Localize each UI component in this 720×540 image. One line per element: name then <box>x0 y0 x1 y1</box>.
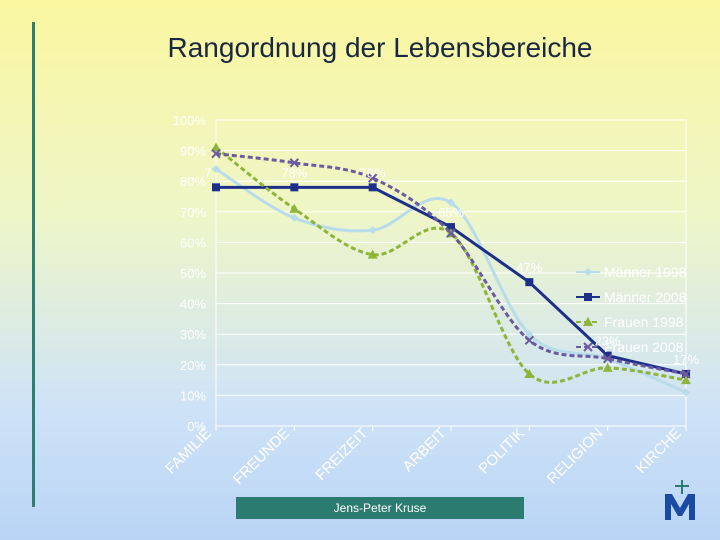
data-point <box>603 351 612 360</box>
y-tick-label: 80% <box>180 174 206 189</box>
page-title: Rangordnung der Lebensbereiche <box>167 32 593 63</box>
legend-marker <box>583 317 593 326</box>
legend-marker <box>584 293 592 301</box>
data-point <box>289 158 300 168</box>
y-tick-label: 40% <box>180 297 206 312</box>
footer-author: Jens-Peter Kruse <box>236 497 524 519</box>
y-tick-label: 20% <box>180 358 206 373</box>
x-tick-label: ARBEIT <box>399 425 449 475</box>
data-point <box>446 228 456 238</box>
y-tick-label: 0% <box>187 419 206 434</box>
data-point <box>367 173 378 183</box>
data-label: 78% <box>360 165 386 180</box>
y-tick-label: 30% <box>180 327 206 342</box>
data-point <box>212 183 220 192</box>
data-label: 78% <box>281 165 307 180</box>
data-point <box>211 148 221 159</box>
church-logo-icon <box>665 480 695 520</box>
data-point <box>681 375 691 385</box>
data-point <box>602 353 613 364</box>
data-point <box>289 203 300 213</box>
data-point <box>681 369 691 379</box>
data-point <box>368 226 377 235</box>
data-point <box>682 388 690 397</box>
data-point <box>367 249 378 259</box>
legend-marker <box>584 268 592 276</box>
data-point <box>447 223 455 232</box>
data-point <box>447 198 455 207</box>
x-tick-label: FREUNDE <box>230 425 293 488</box>
data-point <box>211 142 221 152</box>
data-point <box>524 335 535 346</box>
data-point <box>524 368 535 378</box>
data-point <box>525 278 534 287</box>
data-label: 17% <box>673 352 699 367</box>
data-point <box>290 213 299 222</box>
data-label: 23% <box>595 334 621 349</box>
y-tick-label: 10% <box>180 388 206 403</box>
left-accent-rule <box>32 22 35 507</box>
y-tick-label: 60% <box>180 235 206 250</box>
x-tick-label: RELIGION <box>544 425 607 488</box>
x-tick-label: FREIZEIT <box>312 425 371 484</box>
y-tick-label: 50% <box>180 266 206 281</box>
y-tick-label: 100% <box>173 113 207 128</box>
data-point <box>212 164 220 173</box>
y-tick-label: 70% <box>180 205 206 220</box>
legend-entry: Frauen 2008 <box>604 339 684 355</box>
data-point <box>602 362 613 372</box>
data-point <box>368 183 377 192</box>
data-label: 65% <box>438 205 464 220</box>
legend-marker <box>583 342 593 352</box>
y-tick-label: 90% <box>180 144 206 159</box>
data-label: 47% <box>516 260 542 275</box>
legend-entry: Männer 2008 <box>604 289 687 305</box>
data-label: 7 <box>204 165 211 180</box>
legend-entry: Frauen 1998 <box>604 314 684 330</box>
legend-entry: Männer 1998 <box>604 264 687 280</box>
x-tick-label: POLITIK <box>475 425 528 478</box>
data-point <box>290 183 299 192</box>
data-point <box>525 330 534 339</box>
x-tick-label: KIRCHE <box>633 425 685 477</box>
